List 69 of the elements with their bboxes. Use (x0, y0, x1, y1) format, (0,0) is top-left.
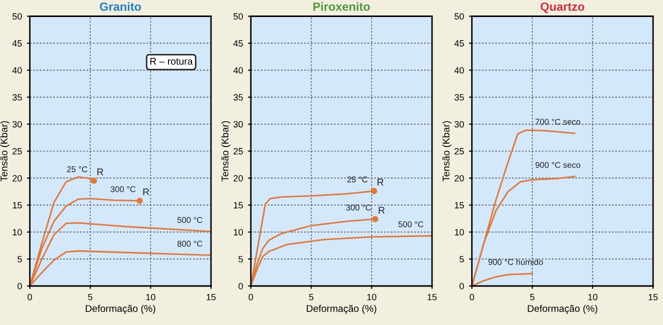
y-axis-title: Tensão (Kbar) (221, 121, 230, 182)
annotation: R (97, 168, 104, 176)
y-tick-label: 15 (454, 202, 464, 208)
annotation: R (378, 178, 384, 186)
y-tick-label: 35 (454, 94, 464, 101)
x-tick-label: 15 (206, 294, 216, 300)
x-tick-label: 10 (146, 294, 156, 300)
annotation: R (143, 188, 150, 196)
y-axis-title: Tensão (Kbar) (0, 121, 10, 182)
x-tick-label: 5 (530, 294, 534, 300)
x-tick-label: 0 (470, 294, 474, 300)
y-tick-label: 30 (12, 121, 22, 128)
x-tick-label: 0 (28, 294, 32, 300)
y-tick-label: 35 (234, 94, 243, 101)
y-tick-label: 15 (12, 202, 22, 208)
y-tick-label: 40 (454, 67, 464, 74)
y-tick-label: 5 (18, 256, 22, 262)
y-tick-label: 35 (12, 94, 22, 101)
series-label: 25 °C (67, 166, 88, 172)
y-tick-label: 30 (454, 121, 464, 128)
x-axis-title: Deformação (%) (86, 304, 156, 314)
y-tick-label: 10 (454, 229, 464, 236)
x-tick-label: 5 (88, 294, 92, 300)
x-tick-label: 15 (648, 294, 658, 300)
y-tick-label: 20 (12, 175, 22, 182)
y-tick-label: 10 (234, 229, 243, 236)
annotation: R – rotura (150, 58, 193, 65)
annotation: R (378, 206, 385, 214)
series-label: 25 °C (347, 176, 368, 182)
y-tick-label: 50 (454, 13, 464, 20)
chart-title: Piroxenito (313, 2, 370, 11)
y-tick-label: 45 (454, 40, 464, 47)
series-label: 700 °C seco (536, 118, 580, 125)
y-tick-label: 10 (12, 229, 22, 236)
x-tick-label: 10 (367, 294, 376, 300)
x-tick-label: 0 (248, 294, 254, 300)
x-tick-label: 10 (588, 294, 598, 300)
y-axis-title: Tensão (Kbar) (442, 121, 452, 182)
y-tick-label: 45 (12, 40, 22, 47)
series-label: 300 °C (346, 204, 372, 211)
y-tick-label: 40 (12, 67, 22, 74)
series-label: 900 °C seco (536, 162, 580, 168)
y-tick-label: 45 (233, 40, 243, 47)
series-label: 500 °C (398, 221, 424, 228)
series-label: 900 °C húmido (488, 258, 543, 265)
y-tick-label: 5 (460, 256, 464, 262)
series-label: 500 °C (177, 217, 202, 223)
x-tick-label: 15 (428, 294, 437, 300)
y-tick-label: 20 (454, 175, 464, 182)
y-tick-label: 50 (12, 13, 22, 20)
y-tick-label: 0 (238, 282, 243, 290)
x-axis-title: Deformação (%) (306, 304, 376, 314)
x-tick-label: 5 (309, 294, 314, 300)
y-tick-label: 25 (12, 148, 22, 154)
y-tick-label: 0 (18, 282, 22, 290)
y-tick-label: 40 (233, 67, 243, 74)
y-tick-label: 30 (234, 121, 243, 128)
y-tick-label: 25 (454, 148, 464, 154)
y-tick-label: 25 (234, 148, 243, 154)
y-tick-label: 15 (234, 202, 243, 208)
chart-title: Quartzo (540, 2, 584, 14)
x-axis-title: Deformação (%) (528, 304, 598, 314)
series-label: 800 °C (177, 240, 202, 247)
y-tick-label: 50 (234, 13, 243, 20)
y-tick-label: 0 (460, 282, 464, 290)
y-tick-label: 5 (238, 256, 243, 262)
chart-title: Granito (100, 2, 141, 11)
y-tick-label: 20 (234, 175, 243, 182)
series-label: 300 °C (110, 186, 136, 192)
